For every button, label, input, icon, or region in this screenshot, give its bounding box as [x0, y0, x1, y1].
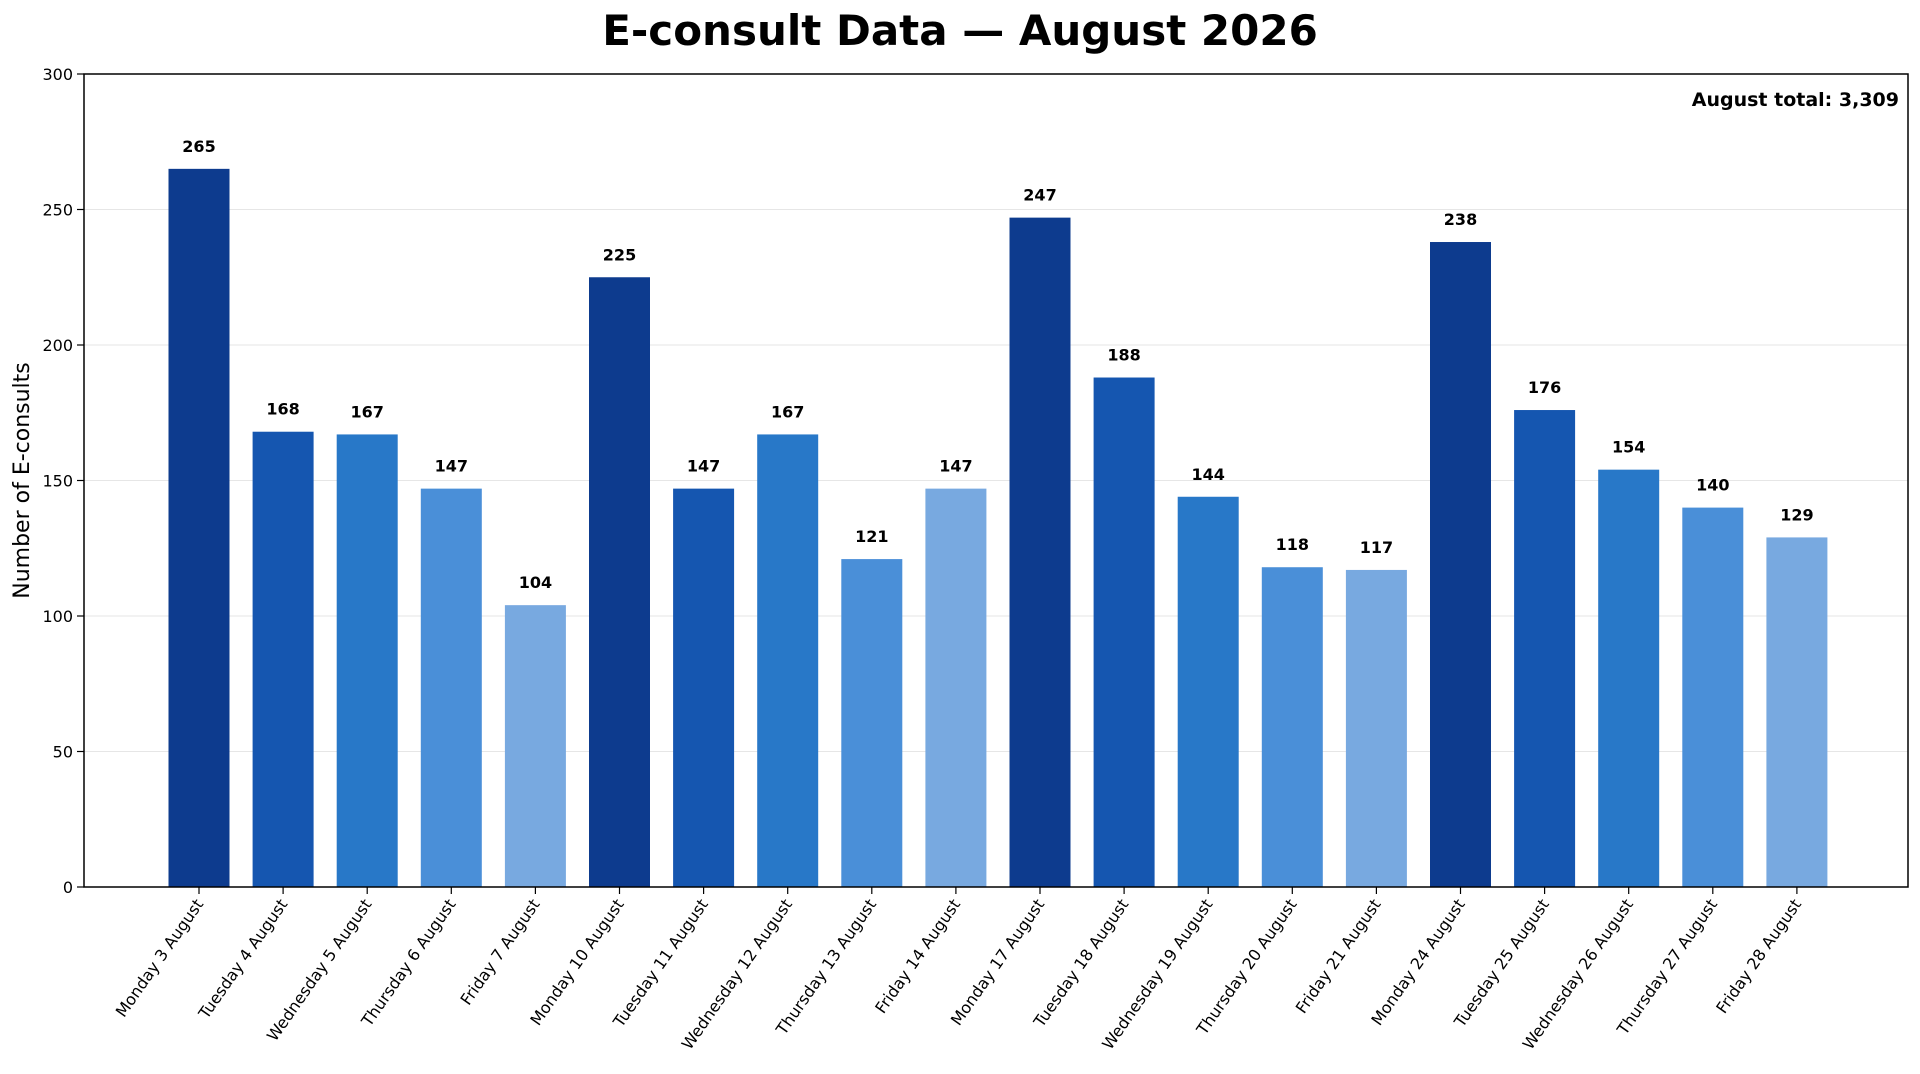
- bar: [1514, 410, 1576, 887]
- x-tick-label: Friday 14 August: [871, 895, 964, 1016]
- bar-value-label: 129: [1780, 505, 1813, 524]
- x-tick-label: Friday 7 August: [457, 895, 544, 1008]
- y-tick-label: 100: [42, 607, 73, 626]
- x-tick-label: Friday 28 August: [1712, 895, 1805, 1016]
- bar: [757, 434, 819, 887]
- y-tick-label: 200: [42, 336, 73, 355]
- bar-value-label: 121: [855, 527, 888, 546]
- bar: [1598, 469, 1660, 887]
- bar-value-label: 247: [1023, 186, 1056, 205]
- bars: [168, 168, 1828, 888]
- bar-value-label: 104: [519, 573, 552, 592]
- bar: [841, 559, 903, 887]
- bar-value-label: 176: [1528, 378, 1561, 397]
- bar: [168, 168, 230, 888]
- y-axis: 0 50 100 150 200 250 300: [42, 65, 84, 897]
- x-tick-label: Friday 21 August: [1292, 895, 1385, 1016]
- bar: [673, 488, 735, 887]
- x-tick-label: Monday 17 August: [947, 895, 1048, 1029]
- total-annotation: August total: 3,309: [1692, 89, 1899, 111]
- x-tick-label: Monday 3 August: [112, 895, 208, 1020]
- data-labels: 265 168 167 147 104 225 147 167 121 147 247 188 144 1…: [182, 137, 1813, 592]
- bar-value-label: 265: [182, 137, 215, 156]
- bar: [420, 488, 482, 887]
- bar-value-label: 147: [939, 457, 972, 476]
- bar: [1682, 507, 1744, 887]
- x-tick-label: Monday 10 August: [526, 895, 627, 1029]
- bar: [252, 431, 314, 887]
- bar-value-label: 188: [1107, 346, 1140, 365]
- bar-value-label: 238: [1444, 210, 1477, 229]
- y-tick-label: 50: [53, 743, 73, 762]
- bar-value-label: 167: [350, 402, 383, 421]
- x-tick-label: Thursday 6 August: [357, 895, 460, 1030]
- bar-value-label: 168: [266, 400, 299, 419]
- bar: [1177, 496, 1239, 887]
- y-axis-label: Number of E-consults: [10, 362, 35, 599]
- bar: [1345, 569, 1407, 887]
- bar: [589, 277, 650, 887]
- bar-value-label: 154: [1612, 438, 1645, 457]
- bar-value-label: 144: [1191, 465, 1224, 484]
- x-tick-label: Tuesday 4 August: [194, 895, 291, 1023]
- chart-title: E-consult Data — August 2026: [602, 6, 1318, 55]
- y-tick-label: 150: [42, 472, 73, 491]
- x-tick-label: Tuesday 11 August: [609, 895, 712, 1031]
- x-tick-label: Tuesday 25 August: [1450, 895, 1553, 1031]
- bar-value-label: 167: [771, 402, 804, 421]
- y-tick-label: 300: [42, 65, 73, 84]
- bar: [1766, 537, 1828, 887]
- bar: [1430, 242, 1491, 887]
- bar: [1009, 217, 1071, 887]
- bar: [504, 605, 566, 887]
- bar-value-label: 140: [1696, 476, 1729, 495]
- bar-value-label: 117: [1360, 538, 1393, 557]
- bar-value-label: 147: [687, 457, 720, 476]
- x-tick-label: Tuesday 18 August: [1029, 895, 1132, 1031]
- bar: [336, 434, 398, 887]
- bar-value-label: 147: [435, 457, 468, 476]
- bar: [1093, 377, 1155, 887]
- bar: [925, 488, 987, 887]
- bar-value-label: 118: [1276, 535, 1309, 554]
- y-tick-label: 0: [63, 878, 73, 897]
- y-tick-label: 250: [42, 201, 73, 220]
- bar-value-label: 225: [603, 245, 636, 264]
- x-tick-label: Monday 24 August: [1367, 895, 1468, 1029]
- bar: [1261, 567, 1323, 887]
